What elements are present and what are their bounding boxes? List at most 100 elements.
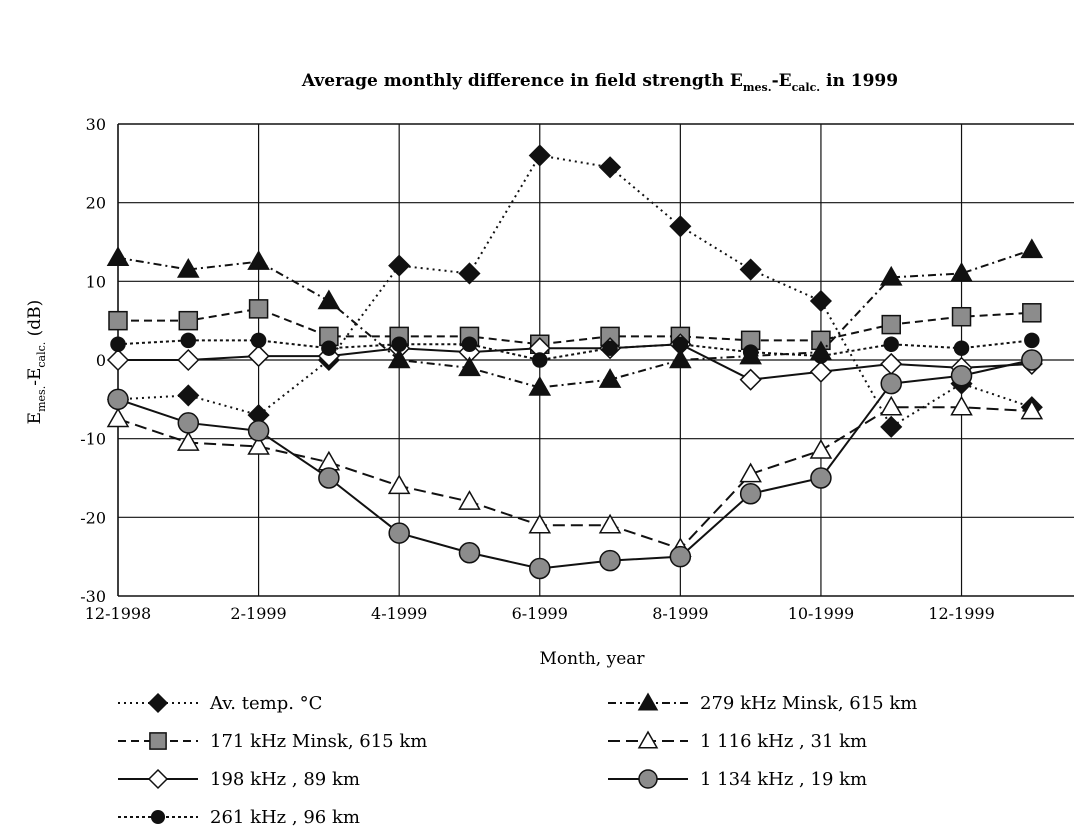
data-point	[598, 156, 622, 179]
chart-title: Average monthly difference in field stre…	[301, 71, 898, 94]
data-point	[178, 310, 199, 331]
x-tick-label: 6-1999	[512, 604, 568, 623]
legend-marker	[637, 692, 659, 711]
chart-title-sub1: mes.	[743, 81, 772, 94]
chart-title-main: Average monthly difference in field stre…	[301, 71, 743, 91]
series-7	[107, 349, 1043, 580]
legend-item: Av. temp. °C	[118, 692, 322, 714]
y-tick-label: -20	[80, 508, 106, 527]
data-point	[528, 513, 552, 534]
x-tick-label: 8-1999	[652, 604, 708, 623]
data-point	[669, 545, 692, 568]
legend-marker	[149, 732, 167, 750]
data-point	[598, 513, 622, 534]
legend-item: 261 kHz , 96 km	[118, 807, 360, 828]
chart-title-mid: -E	[772, 71, 792, 91]
data-point	[321, 340, 337, 356]
data-point	[739, 462, 762, 483]
data-point	[881, 314, 901, 335]
y-axis-label-sub1: mes.	[35, 386, 48, 412]
series-2	[108, 299, 1042, 355]
y-axis-label-main: E	[25, 412, 45, 424]
data-point	[177, 384, 200, 407]
legend-marker	[638, 769, 658, 789]
data-point	[387, 474, 411, 495]
data-point	[180, 332, 197, 349]
data-point	[809, 340, 833, 361]
data-point	[388, 522, 410, 544]
y-tick-label: -30	[80, 587, 106, 606]
series-line	[117, 359, 1033, 570]
legend-marker	[637, 730, 659, 749]
data-point	[599, 549, 621, 572]
data-point	[318, 467, 340, 489]
legend-marker	[150, 809, 166, 825]
data-point	[106, 407, 130, 428]
series-5	[106, 238, 1044, 396]
data-point	[532, 352, 548, 368]
data-point	[387, 348, 411, 369]
y-tick-label: 30	[86, 115, 106, 134]
data-point	[739, 482, 762, 505]
data-point	[247, 420, 270, 442]
legend-item: 171 kHz Minsk, 615 km	[118, 731, 427, 752]
data-point	[1021, 349, 1043, 371]
data-point	[458, 262, 481, 285]
data-point	[1022, 303, 1042, 323]
y-tick-label: -10	[80, 430, 106, 449]
x-axis-label: Month, year	[539, 649, 645, 669]
series-line	[117, 339, 1032, 362]
series-line	[117, 406, 1032, 550]
data-point	[950, 261, 973, 282]
series-6	[106, 395, 1044, 558]
data-point	[528, 376, 552, 396]
data-point	[880, 372, 902, 395]
x-tick-label: 2-1999	[230, 604, 286, 623]
data-point	[247, 250, 270, 270]
data-point	[598, 368, 622, 388]
data-point	[951, 306, 972, 327]
legend-item: 198 kHz , 89 km	[118, 768, 360, 790]
data-point	[528, 144, 551, 167]
data-point	[669, 348, 692, 369]
data-point	[250, 332, 267, 349]
data-point	[879, 265, 903, 286]
data-point	[461, 336, 478, 353]
legend-label: 261 kHz , 96 km	[210, 807, 360, 828]
data-point	[177, 348, 200, 372]
data-point	[809, 360, 833, 383]
legend-label: 171 kHz Minsk, 615 km	[210, 731, 427, 752]
data-point	[177, 412, 200, 434]
y-tick-label: 10	[86, 272, 106, 291]
data-point	[529, 557, 551, 580]
data-point	[458, 356, 481, 377]
series-1	[106, 144, 1043, 438]
series-4	[110, 332, 1040, 368]
y-tick-label: 0	[96, 351, 106, 370]
data-point	[809, 438, 833, 459]
data-point	[810, 467, 832, 489]
data-point	[950, 395, 973, 416]
data-point	[247, 345, 270, 368]
legend-item: 1 116 kHz , 31 km	[608, 730, 867, 752]
legend-item: 1 134 kHz , 19 km	[608, 769, 867, 790]
data-point	[247, 435, 270, 455]
series-line	[117, 248, 1033, 389]
data-point	[317, 289, 341, 310]
data-point	[458, 541, 481, 564]
data-point	[108, 310, 128, 331]
series-layer	[106, 144, 1044, 580]
data-point	[739, 368, 762, 391]
data-point	[669, 215, 692, 238]
legend-label: 279 kHz Minsk, 615 km	[700, 693, 917, 714]
data-point	[388, 254, 411, 277]
data-point	[177, 258, 200, 278]
data-point	[879, 395, 903, 416]
legend-item: 279 kHz Minsk, 615 km	[608, 692, 917, 714]
y-axis-label-tail: (dB)	[25, 300, 45, 342]
x-tick-label: 12-1998	[85, 604, 151, 623]
data-point	[106, 246, 130, 266]
legend-label: 198 kHz , 89 km	[210, 769, 360, 790]
series-line	[117, 154, 1033, 429]
